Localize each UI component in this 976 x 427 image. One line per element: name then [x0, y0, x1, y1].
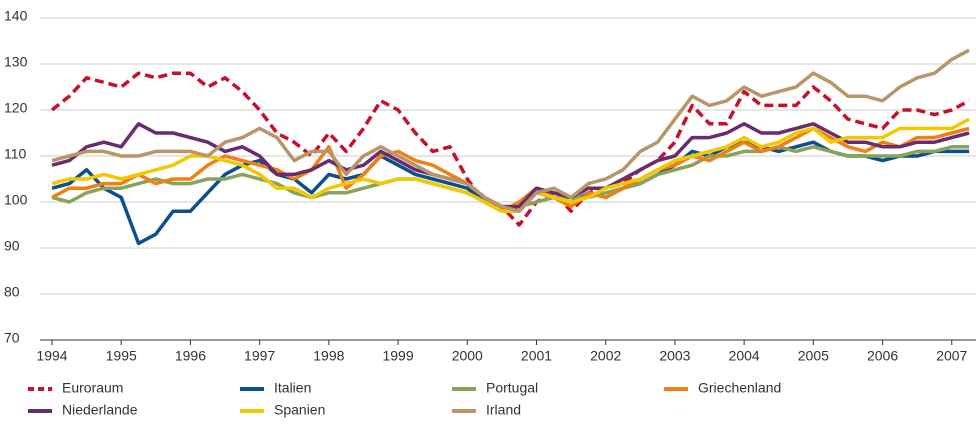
y-tick-label: 140: [4, 8, 28, 24]
legend-label: Griechenland: [698, 380, 781, 396]
x-tick-label: 2003: [659, 348, 690, 364]
x-tick-label: 2004: [729, 348, 760, 364]
y-tick-label: 100: [4, 192, 28, 208]
x-tick-label: 2002: [590, 348, 621, 364]
x-tick-label: 1999: [382, 348, 413, 364]
x-tick-label: 1994: [36, 348, 67, 364]
line-series: [51, 122, 970, 209]
legend-label: Niederlande: [62, 402, 138, 418]
y-tick-label: 110: [4, 146, 27, 162]
y-tick-label: 90: [4, 238, 20, 254]
y-tick-label: 80: [4, 284, 20, 300]
y-tick-label: 130: [4, 54, 28, 70]
x-tick-label: 2007: [936, 348, 967, 364]
y-tick-label: 120: [4, 100, 28, 116]
x-tick-label: 2006: [867, 348, 898, 364]
legend-label: Spanien: [274, 402, 325, 418]
y-tick-label: 70: [4, 330, 20, 346]
legend-label: Italien: [274, 380, 311, 396]
x-tick-label: 1997: [244, 348, 275, 364]
x-tick-label: 1998: [313, 348, 344, 364]
x-tick-label: 2000: [452, 348, 483, 364]
line-series: [50, 71, 970, 227]
legend-label: Euroraum: [62, 380, 123, 396]
x-tick-label: 1995: [106, 348, 137, 364]
x-tick-label: 2001: [521, 348, 552, 364]
line-series: [51, 48, 970, 213]
legend-label: Irland: [486, 402, 521, 418]
x-tick-label: 2005: [798, 348, 829, 364]
legend-label: Portugal: [486, 380, 538, 396]
x-tick-label: 1996: [175, 348, 206, 364]
